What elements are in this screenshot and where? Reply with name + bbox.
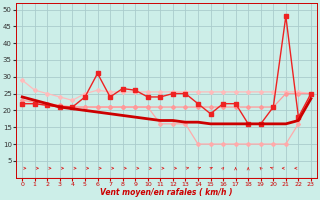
X-axis label: Vent moyen/en rafales ( km/h ): Vent moyen/en rafales ( km/h ): [100, 188, 233, 197]
